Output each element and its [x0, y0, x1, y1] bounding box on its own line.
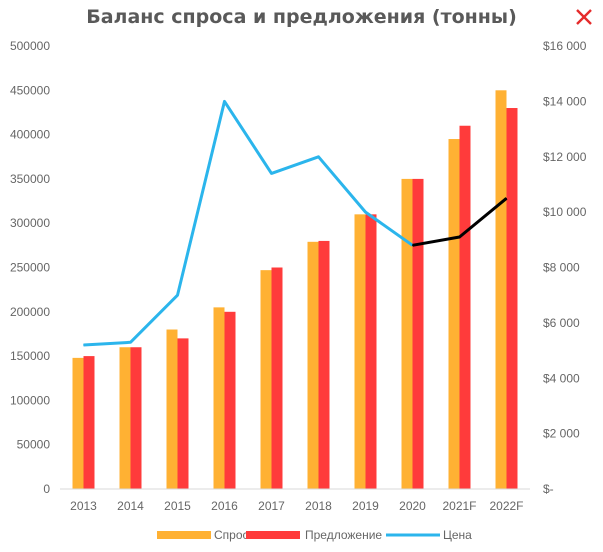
x-tick-label: 2019 [352, 499, 379, 513]
bar-supply-2017 [271, 267, 283, 489]
bar-supply-2019 [365, 214, 377, 489]
y-right-tick-label: $4 000 [543, 371, 580, 385]
y-left-tick-label: 400000 [10, 128, 50, 142]
x-tick-label: 2021F [442, 499, 476, 513]
legend-label-price: Цена [443, 528, 472, 542]
bar-supply-2021F [459, 125, 471, 490]
bar-supply-2020 [412, 178, 424, 489]
price-point-2018 [318, 156, 319, 158]
y-right-tick-label: $6 000 [543, 316, 580, 330]
x-tick-label: 2016 [211, 499, 238, 513]
chart-title: Баланс спроса и предложения (тонны) [86, 6, 517, 28]
y-left-tick-label: 0 [43, 482, 50, 496]
legend-swatch-demand [157, 531, 211, 539]
y-right-tick-label: $- [543, 482, 554, 496]
y-right-tick-label: $8 000 [543, 261, 580, 275]
price-point-2022F [506, 197, 507, 199]
y-left-tick-label: 250000 [10, 261, 50, 275]
y-left-tick-label: 150000 [10, 349, 50, 363]
price-point-2019 [365, 211, 366, 213]
bar-supply-2016 [224, 311, 236, 489]
price-point-2013 [83, 344, 84, 346]
bar-supply-2015 [177, 338, 189, 489]
y-left-tick-label: 300000 [10, 216, 50, 230]
price-point-2021F [459, 236, 460, 238]
price-point-2020 [412, 244, 413, 246]
bar-demand-2022F [495, 90, 507, 490]
bar-supply-2014 [130, 347, 142, 489]
y-right-tick-label: $14 000 [543, 94, 587, 108]
price-point-2017 [271, 172, 272, 174]
y-right-tick-label: $2 000 [543, 427, 580, 441]
bar-supply-2018 [318, 240, 330, 489]
x-tick-label: 2018 [305, 499, 332, 513]
legend: Спрос Предложение Цена [157, 528, 472, 542]
x-tick-label: 2020 [399, 499, 426, 513]
close-x-icon[interactable] [572, 5, 596, 29]
y-left-tick-label: 450000 [10, 83, 50, 97]
price-line-actual [83, 99, 414, 347]
bar-demand-2016 [213, 307, 225, 489]
bar-demand-2019 [354, 214, 366, 489]
y-right-tick-label: $10 000 [543, 205, 587, 219]
x-tick-label: 2022F [489, 499, 523, 513]
price-point-2016 [224, 100, 225, 102]
bar-supply-2013 [83, 356, 95, 489]
bar-demand-2013 [72, 357, 84, 489]
y-right-tick-label: $12 000 [543, 150, 587, 164]
bar-demand-2021F [448, 139, 460, 489]
bar-demand-2020 [401, 178, 413, 489]
legend-swatch-supply [246, 531, 300, 539]
price-point-2015 [177, 294, 178, 296]
y-left-tick-label: 50000 [17, 438, 51, 452]
price-point-2014 [130, 341, 131, 343]
x-tick-label: 2014 [117, 499, 144, 513]
y-left-tick-label: 500000 [10, 39, 50, 53]
x-tick-label: 2017 [258, 499, 285, 513]
y-left-tick-label: 350000 [10, 172, 50, 186]
bar-demand-2015 [166, 329, 178, 489]
bar-demand-2017 [260, 270, 272, 489]
x-tick-label: 2013 [70, 499, 97, 513]
x-tick-label: 2015 [164, 499, 191, 513]
y-right-tick-label: $16 000 [543, 39, 587, 53]
bar-demand-2018 [307, 241, 319, 489]
bar-supply-2022F [506, 108, 518, 490]
bar-demand-2014 [119, 347, 131, 489]
legend-label-supply: Предложение [305, 528, 382, 542]
y-left-tick-label: 200000 [10, 305, 50, 319]
y-left-tick-label: 100000 [10, 393, 50, 407]
legend-label-demand: Спрос [214, 528, 249, 542]
